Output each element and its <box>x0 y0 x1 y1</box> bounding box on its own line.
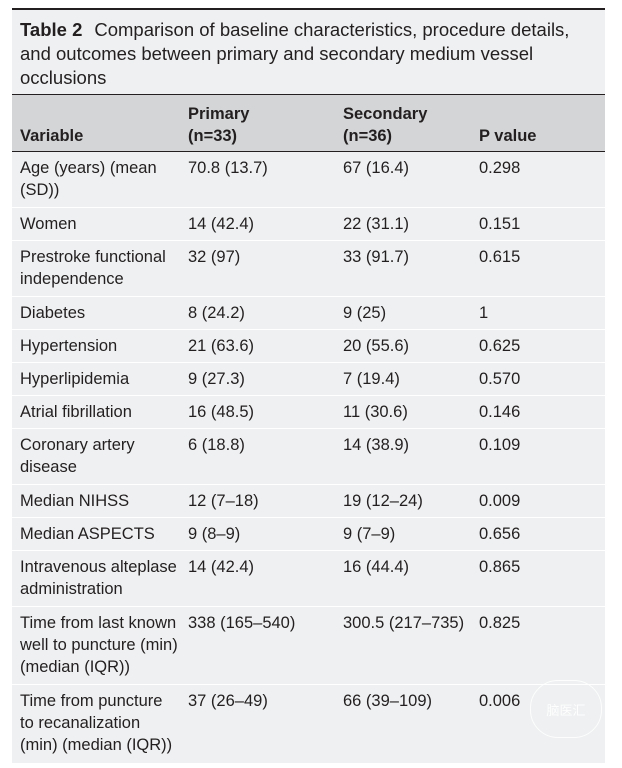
cell-secondary: 16 (44.4) <box>343 558 410 576</box>
cell-primary: 338 (165–540) <box>188 614 296 632</box>
cell-pvalue: 0.298 <box>479 159 521 177</box>
cell-secondary: 20 (55.6) <box>343 337 410 355</box>
cell-secondary: 9 (7–9) <box>343 525 396 543</box>
cell-pvalue: 0.865 <box>479 558 521 576</box>
table-row: Hyperlipidemia 9 (27.3) 7 (19.4) 0.570 <box>12 363 605 396</box>
cell-pvalue: 0.625 <box>479 337 521 355</box>
cell-variable: Median ASPECTS <box>20 525 155 543</box>
cell-variable: Women <box>20 215 77 233</box>
cell-primary: 21 (63.6) <box>188 337 255 355</box>
cell-pvalue: 0.109 <box>479 436 521 454</box>
cell-primary: 70.8 (13.7) <box>188 159 268 177</box>
table-caption-text: Comparison of baseline characteristics, … <box>20 19 570 88</box>
cell-variable: Intravenous alteplase administration <box>20 558 177 598</box>
table-row: Diabetes 8 (24.2) 9 (25) 1 <box>12 297 605 330</box>
cell-primary: 14 (42.4) <box>188 558 255 576</box>
table-label: Table 2 <box>20 19 83 40</box>
table-row: Median ASPECTS 9 (8–9) 9 (7–9) 0.656 <box>12 518 605 551</box>
cell-primary: 9 (27.3) <box>188 370 245 388</box>
table-body: Age (years) (mean (SD)) 70.8 (13.7) 67 (16… <box>12 152 605 763</box>
table-row: Intravenous alteplase administration 14 (… <box>12 551 605 607</box>
cell-secondary: 14 (38.9) <box>343 436 410 454</box>
cell-variable: Hypertension <box>20 337 118 355</box>
cell-primary: 8 (24.2) <box>188 304 245 322</box>
top-rule <box>12 8 605 10</box>
cell-primary: 16 (48.5) <box>188 403 255 421</box>
cell-pvalue: 0.656 <box>479 525 521 543</box>
cell-pvalue: 0.146 <box>479 403 521 421</box>
table-row: Hypertension 21 (63.6) 20 (55.6) 0.625 <box>12 330 605 363</box>
cell-secondary: 66 (39–109) <box>343 692 432 710</box>
cell-primary: 6 (18.8) <box>188 436 245 454</box>
cell-secondary: 67 (16.4) <box>343 159 410 177</box>
header-primary: Primary (n=33) <box>188 105 250 145</box>
cell-secondary: 33 (91.7) <box>343 248 410 266</box>
header-secondary: Secondary (n=36) <box>343 105 428 145</box>
cell-variable: Age (years) (mean (SD)) <box>20 159 157 199</box>
cell-pvalue: 0.006 <box>479 692 521 710</box>
cell-primary: 9 (8–9) <box>188 525 241 543</box>
cell-secondary: 11 (30.6) <box>343 403 408 421</box>
table-row: Time from last known well to puncture (m… <box>12 607 605 685</box>
cell-primary: 12 (7–18) <box>188 492 259 510</box>
cell-primary: 14 (42.4) <box>188 215 255 233</box>
cell-secondary: 22 (31.1) <box>343 215 410 233</box>
cell-secondary: 7 (19.4) <box>343 370 400 388</box>
cell-primary: 37 (26–49) <box>188 692 268 710</box>
data-table: Table 2 Comparison of baseline characteri… <box>12 8 605 763</box>
cell-pvalue: 0.615 <box>479 248 521 266</box>
cell-variable: Hyperlipidemia <box>20 370 130 388</box>
cell-variable: Time from puncture to recanalization (mi… <box>20 692 173 754</box>
header-pvalue: P value <box>479 127 537 145</box>
cell-pvalue: 0.825 <box>479 614 521 632</box>
table-row: Coronary artery disease 6 (18.8) 14 (38.9)… <box>12 429 605 485</box>
header-variable: Variable <box>20 127 84 145</box>
table-row: Age (years) (mean (SD)) 70.8 (13.7) 67 (16… <box>12 152 605 208</box>
cell-pvalue: 0.009 <box>479 492 521 510</box>
table-row: Atrial fibrillation 16 (48.5) 11 (30.6) 0.1… <box>12 396 605 429</box>
cell-variable: Time from last known well to puncture (m… <box>20 614 178 676</box>
table-row: Median NIHSS 12 (7–18) 19 (12–24) 0.009 <box>12 485 605 518</box>
cell-secondary: 19 (12–24) <box>343 492 423 510</box>
cell-secondary: 9 (25) <box>343 304 387 322</box>
cell-variable: Coronary artery disease <box>20 436 135 476</box>
table-header-row: Variable Primary (n=33) Secondary (n=36)… <box>12 94 605 152</box>
cell-variable: Prestroke functional independence <box>20 248 166 288</box>
cell-variable: Atrial fibrillation <box>20 403 132 421</box>
cell-primary: 32 (97) <box>188 248 241 266</box>
table-row: Prestroke functional independence 32 (97)… <box>12 241 605 297</box>
cell-secondary: 300.5 (217–735) <box>343 614 465 632</box>
cell-variable: Diabetes <box>20 304 86 322</box>
cell-pvalue: 0.570 <box>479 370 521 388</box>
table-row: Women 14 (42.4) 22 (31.1) 0.151 <box>12 208 605 241</box>
cell-pvalue: 0.151 <box>479 215 521 233</box>
cell-pvalue: 1 <box>479 304 489 322</box>
table-row: Time from puncture to recanalization (mi… <box>12 685 605 763</box>
cell-variable: Median NIHSS <box>20 492 130 510</box>
table-caption: Table 2 Comparison of baseline characteri… <box>12 10 605 94</box>
